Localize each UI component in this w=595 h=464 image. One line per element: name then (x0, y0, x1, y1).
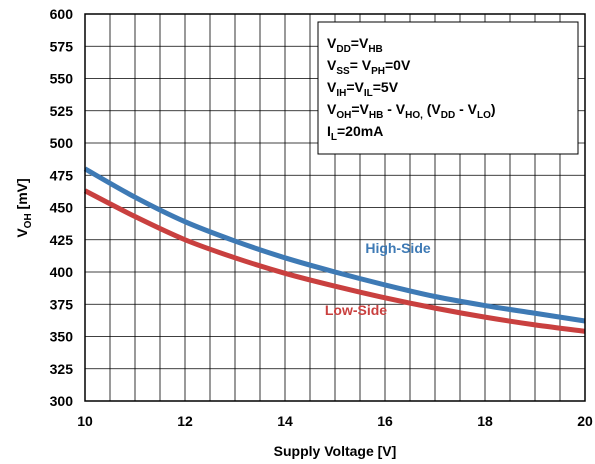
x-tick-label: 18 (477, 413, 493, 429)
series-line-high-side (83, 166, 586, 324)
plot-border (84, 13, 586, 402)
series-line-low-side (83, 188, 586, 334)
series-label-high-side: High-Side (365, 240, 431, 256)
y-tick-label: 600 (50, 6, 74, 22)
y-tick-label: 375 (50, 296, 74, 312)
y-tick-label: 325 (50, 361, 74, 377)
condition-line: IL=20mA (327, 123, 383, 143)
y-tick-label: 500 (50, 135, 74, 151)
y-tick-label: 300 (50, 393, 74, 409)
x-axis-title: Supply Voltage [V] (274, 443, 397, 459)
condition-line: VSS= VPH=0V (327, 57, 411, 77)
y-tick-label: 400 (50, 264, 74, 280)
condition-line: VDD=VHB (327, 35, 383, 55)
x-tick-labels: 10 12 14 16 18 20 (77, 413, 593, 429)
conditions-box-border (317, 21, 579, 155)
y-tick-label: 450 (50, 200, 74, 216)
y-tick-label: 475 (50, 167, 74, 183)
series-labels: High-Side Low-Side (325, 240, 431, 318)
condition-line: VIH=VIL=5V (327, 79, 399, 99)
y-tick-label: 350 (50, 329, 74, 345)
y-tick-label: 425 (50, 232, 74, 248)
series-lines (83, 166, 586, 334)
y-tick-label: 525 (50, 103, 74, 119)
y-tick-label: 550 (50, 71, 74, 87)
x-tick-label: 16 (377, 413, 393, 429)
x-tick-label: 12 (177, 413, 193, 429)
series-label-low-side: Low-Side (325, 302, 387, 318)
condition-line: VOH=VHB - VHO, (VDD - VLO) (327, 101, 496, 121)
x-tick-label: 20 (577, 413, 593, 429)
y-tick-labels: 300 325 350 375 400 425 450 475 500 525 550 575 600 (50, 6, 74, 409)
x-tick-label: 14 (277, 413, 293, 429)
x-tick-label: 10 (77, 413, 93, 429)
y-tick-label: 575 (50, 38, 74, 54)
y-axis-title: VOH [mV] (14, 178, 34, 237)
